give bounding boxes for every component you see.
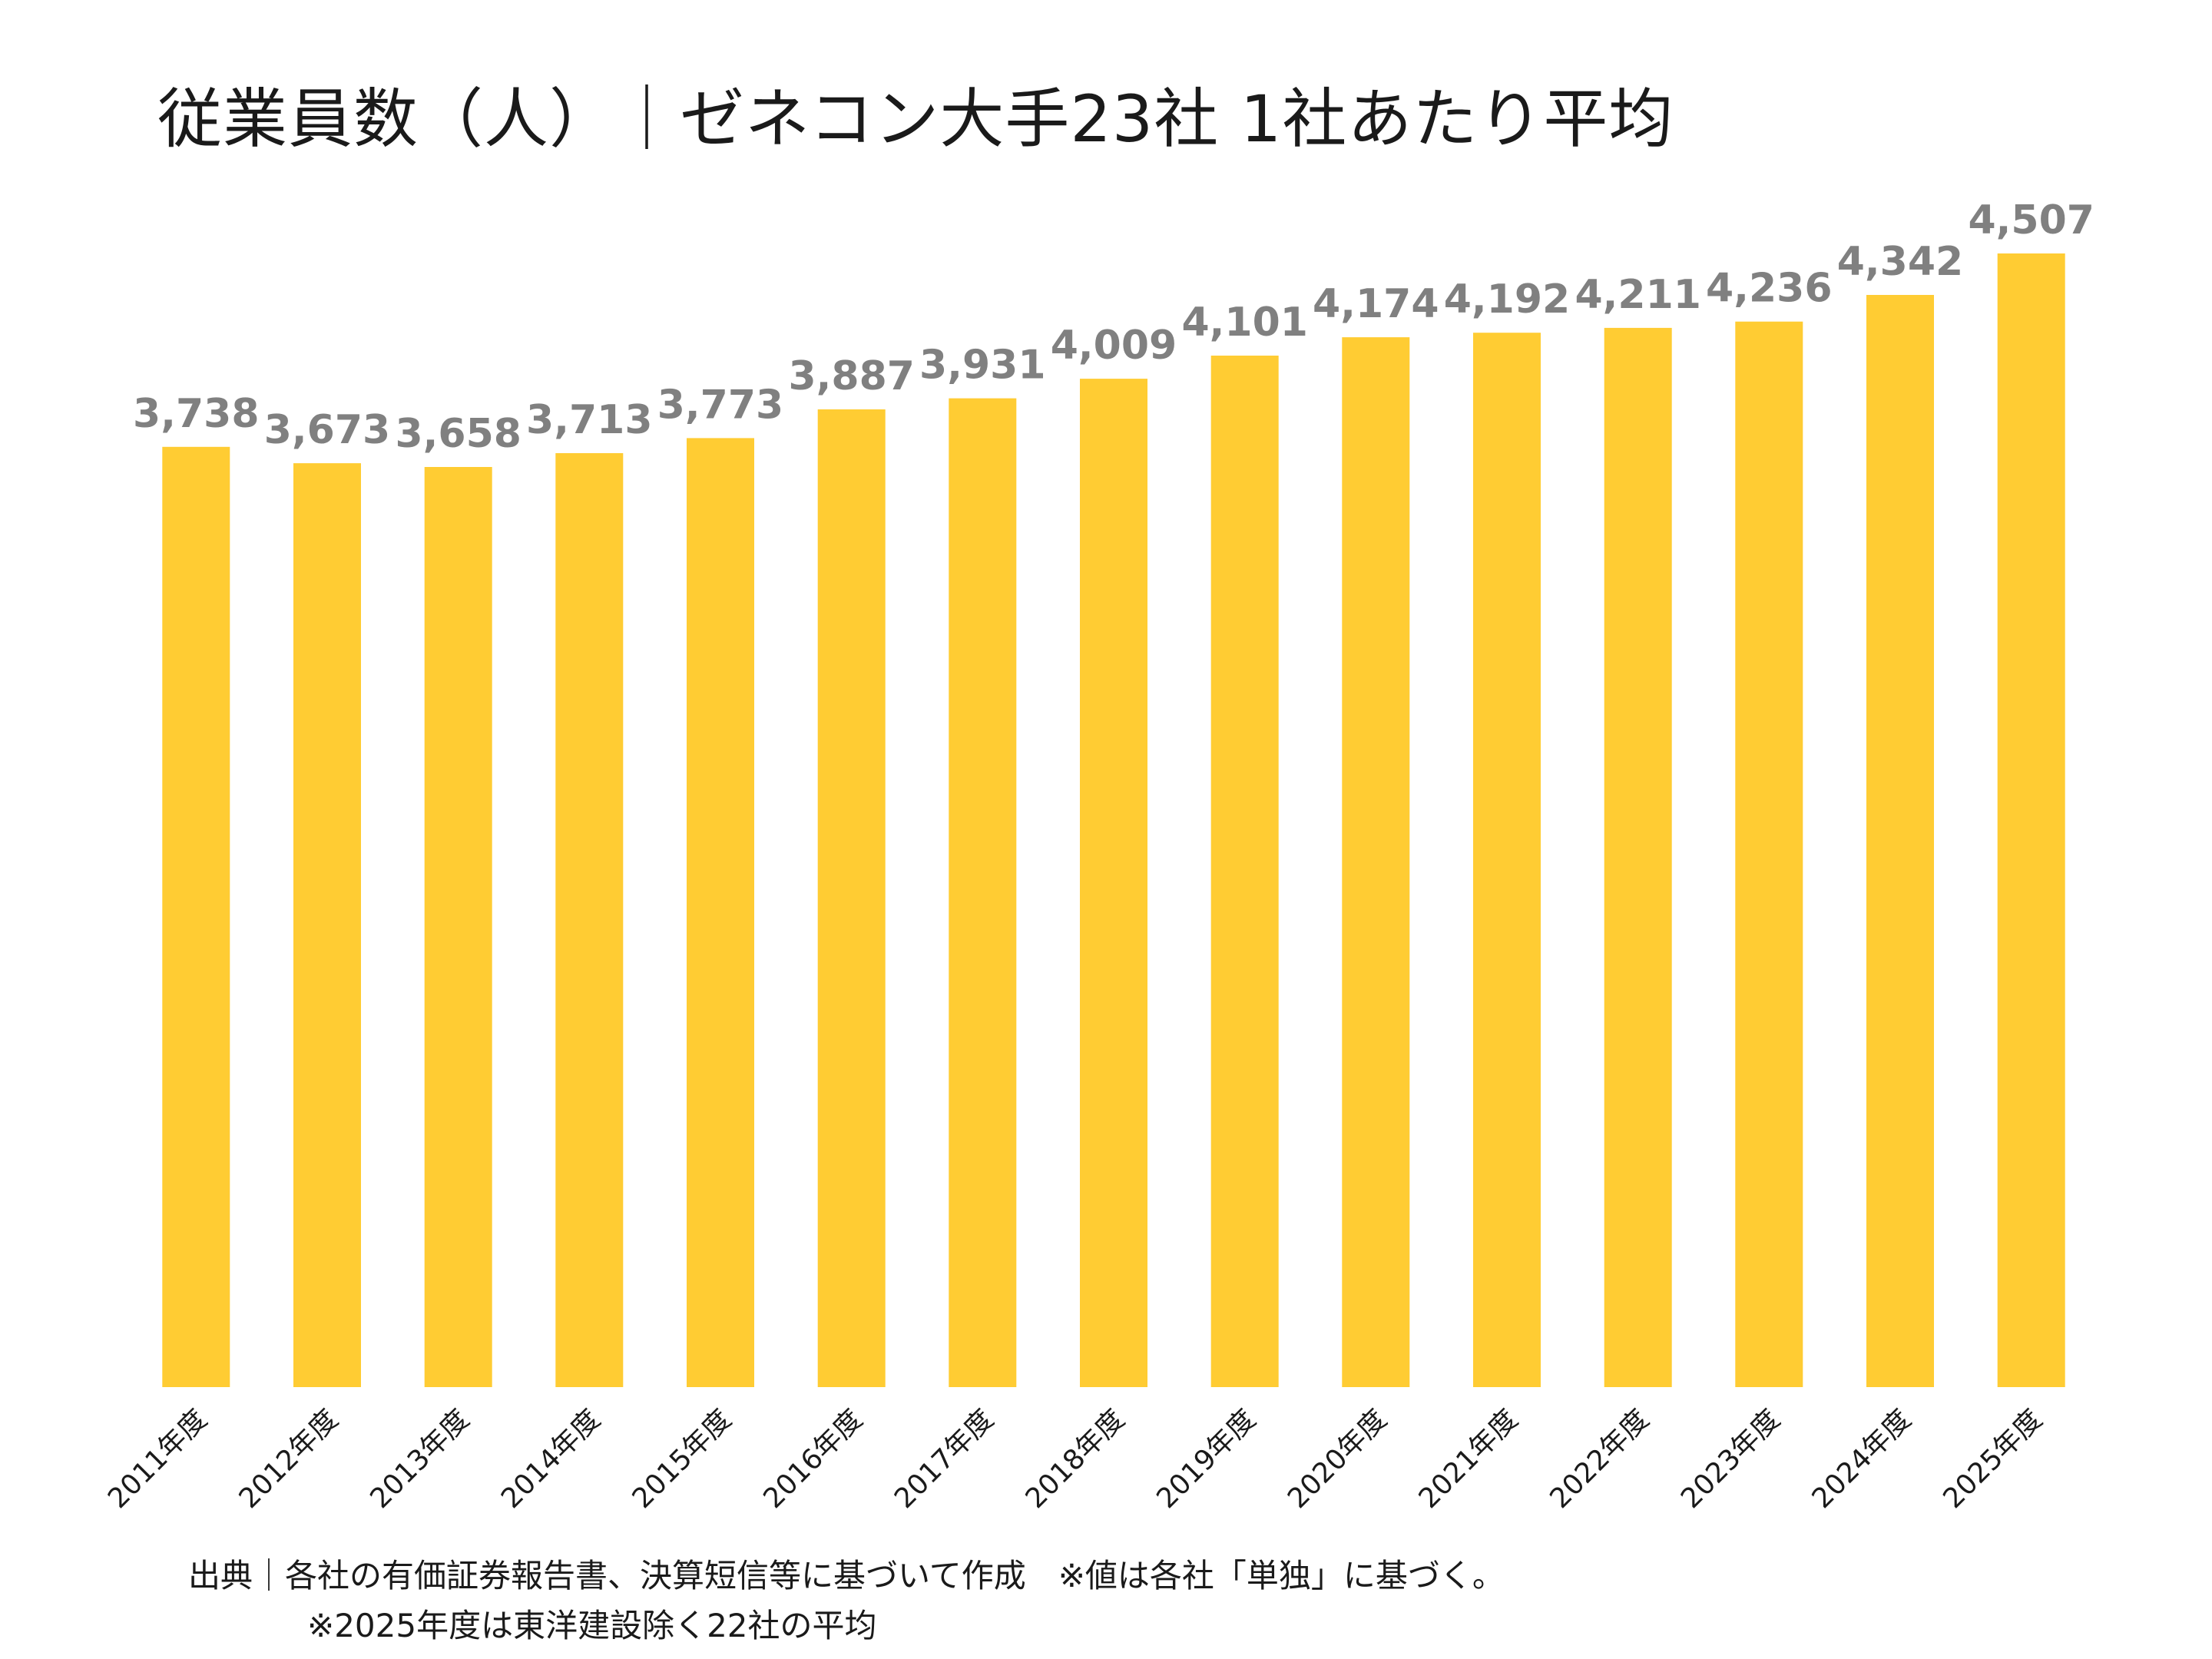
bar-2017年度 (949, 398, 1017, 1387)
data-label: 4,192 (1444, 276, 1570, 323)
bar-2025年度 (1997, 253, 2065, 1387)
bar-2022年度 (1604, 327, 1672, 1387)
bar-2024年度 (1866, 295, 1934, 1387)
bar-2014年度 (555, 453, 624, 1387)
data-label: 4,507 (1968, 197, 2094, 243)
bar-2021年度 (1473, 333, 1541, 1388)
bar-2020年度 (1342, 337, 1410, 1388)
data-label: 3,773 (657, 382, 783, 428)
source-note: 出典｜各社の有価証券報告書、決算短信等に基づいて作成 ※値は各社「単独」に基づく… (188, 1557, 1505, 1594)
category-label: 2017年度 (889, 1403, 1000, 1515)
category-label: 2011年度 (102, 1403, 214, 1515)
category-label: 2021年度 (1413, 1403, 1525, 1515)
category-label: 2014年度 (495, 1403, 607, 1515)
category-label: 2015年度 (627, 1403, 738, 1515)
bar-2019年度 (1210, 356, 1279, 1387)
category-label: 2018年度 (1020, 1403, 1131, 1515)
footnote-2025: ※2025年度は東洋建設除く22社の平均 (307, 1607, 877, 1644)
data-label: 4,236 (1706, 266, 1832, 312)
category-label: 2019年度 (1151, 1403, 1262, 1515)
data-label: 3,931 (919, 343, 1045, 389)
category-label: 2024年度 (1806, 1403, 1918, 1515)
bars-group (162, 253, 2065, 1388)
data-label: 4,211 (1575, 272, 1700, 318)
bar-2013年度 (424, 467, 492, 1387)
data-label: 3,713 (526, 397, 652, 443)
bar-2012年度 (293, 463, 361, 1387)
category-label: 2020年度 (1282, 1403, 1393, 1515)
category-label: 2025年度 (1937, 1403, 2048, 1515)
data-label: 4,174 (1313, 281, 1439, 327)
bar-2011年度 (162, 446, 230, 1387)
data-label: 3,673 (264, 407, 390, 453)
bar-2015年度 (687, 438, 754, 1387)
data-label: 4,101 (1181, 300, 1307, 346)
category-label: 2022年度 (1544, 1403, 1655, 1515)
data-label: 3,738 (133, 391, 259, 437)
category-label: 2013年度 (364, 1403, 475, 1515)
data-label: 3,887 (788, 353, 914, 399)
bar-2023年度 (1735, 321, 1803, 1388)
data-label: 4,009 (1051, 323, 1177, 369)
bar-2018年度 (1080, 379, 1147, 1388)
category-labels-group: 2011年度 2012年度 2013年度 2014年度 2015年度 2016年度 2017… (102, 1403, 2048, 1515)
data-label: 3,658 (395, 411, 521, 457)
data-label: 4,342 (1837, 239, 1963, 285)
bar-2016年度 (817, 409, 886, 1387)
chart-title: 従業員数（人）｜ゼネコン大手23社 1社あたり平均 (157, 81, 1674, 157)
category-label: 2016年度 (757, 1403, 869, 1515)
category-label: 2012年度 (233, 1403, 345, 1515)
category-label: 2023年度 (1675, 1403, 1786, 1515)
